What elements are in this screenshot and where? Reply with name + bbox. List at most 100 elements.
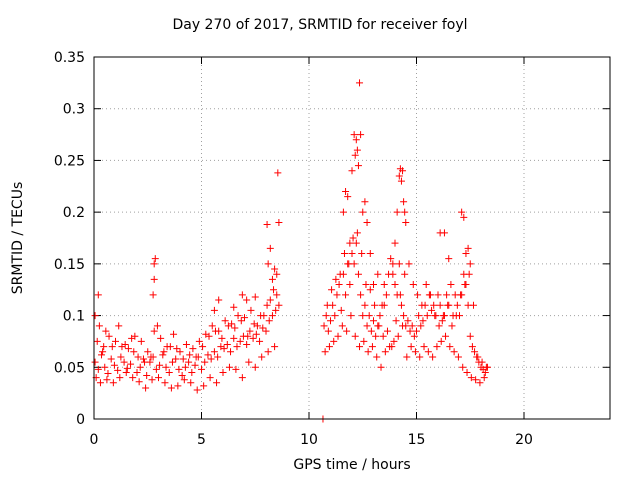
data-point: [414, 291, 422, 299]
data-point: [214, 353, 222, 361]
data-point: [437, 337, 445, 345]
data-point: [185, 358, 193, 366]
data-point: [481, 368, 489, 376]
data-point: [461, 281, 469, 289]
data-point: [150, 260, 158, 268]
data-point: [233, 343, 241, 351]
data-point: [93, 337, 101, 345]
data-point: [433, 343, 441, 351]
data-point: [122, 368, 130, 376]
data-point: [340, 250, 348, 258]
data-point: [114, 366, 122, 374]
data-point: [99, 348, 107, 356]
data-point: [388, 343, 396, 351]
data-point: [176, 348, 184, 356]
data-point: [459, 363, 467, 371]
data-point: [359, 312, 367, 320]
data-point: [345, 260, 353, 268]
data-point: [343, 327, 351, 335]
data-point: [201, 358, 209, 366]
data-point: [273, 291, 281, 299]
data-point: [460, 213, 468, 221]
data-point: [155, 374, 162, 382]
data-point: [144, 348, 152, 356]
data-point: [457, 291, 465, 299]
data-point: [191, 361, 199, 369]
data-point: [396, 291, 404, 299]
y-tick-label: 0.25: [54, 153, 85, 169]
data-point: [256, 337, 264, 345]
data-point: [342, 291, 350, 299]
x-tick-label: 20: [515, 432, 533, 448]
data-point: [143, 372, 151, 380]
data-point: [264, 348, 272, 356]
data-point: [241, 314, 248, 322]
data-point: [270, 286, 278, 294]
data-point: [170, 330, 178, 338]
y-tick-label: 0: [76, 412, 85, 428]
data-point: [258, 353, 266, 361]
data-point: [392, 317, 400, 325]
data-point: [116, 374, 124, 382]
data-point: [346, 239, 354, 247]
data-point: [440, 229, 448, 237]
data-point: [102, 327, 110, 335]
data-point: [161, 379, 169, 387]
data-point: [218, 334, 226, 342]
data-point: [354, 162, 362, 170]
data-point: [402, 218, 410, 226]
data-point: [439, 312, 447, 320]
data-point: [380, 301, 388, 309]
data-point: [367, 327, 375, 335]
data-point: [344, 193, 352, 201]
data-point: [361, 301, 369, 309]
data-point: [162, 363, 170, 371]
data-point: [195, 337, 203, 345]
data-point: [247, 306, 255, 314]
data-point: [371, 301, 379, 309]
data-point: [348, 167, 356, 175]
data-point: [230, 334, 238, 342]
data-point: [234, 312, 242, 320]
data-point: [450, 348, 458, 356]
data-point: [152, 365, 160, 373]
data-point: [168, 358, 176, 366]
data-point: [91, 358, 99, 366]
data-point: [200, 382, 208, 390]
data-point: [443, 291, 451, 299]
data-point: [331, 312, 339, 320]
data-point: [236, 337, 244, 345]
data-point: [381, 348, 389, 356]
data-point: [109, 379, 117, 387]
data-point: [251, 363, 259, 371]
data-point: [467, 374, 475, 382]
data-point: [139, 355, 147, 363]
data-point: [271, 343, 279, 351]
data-point: [206, 374, 214, 382]
data-point: [379, 332, 387, 340]
data-point: [401, 208, 409, 216]
data-point: [264, 260, 272, 268]
data-point: [462, 250, 470, 258]
data-point: [159, 351, 167, 359]
data-point: [91, 312, 99, 320]
y-tick-label: 0.2: [63, 205, 85, 221]
data-point: [403, 353, 411, 361]
data-point: [375, 322, 383, 330]
tick-layer: 0 0.05 0.1 0.15 0.2 0.25 0.3 0.35 0 5 10 15 20: [54, 50, 610, 448]
data-point: [238, 291, 246, 299]
chart-title: Day 270 of 2017, SRMTID for receiver foy…: [172, 17, 468, 33]
data-point: [430, 301, 438, 309]
data-point: [380, 281, 388, 289]
data-point: [271, 265, 279, 273]
data-point: [448, 322, 456, 330]
data-point: [408, 322, 416, 330]
data-point: [335, 281, 343, 289]
data-point: [334, 332, 342, 340]
data-point: [361, 198, 369, 206]
data-point: [220, 345, 228, 353]
data-point: [180, 376, 188, 384]
data-point: [230, 303, 238, 311]
data-point: [453, 301, 461, 309]
data-point: [476, 379, 484, 387]
